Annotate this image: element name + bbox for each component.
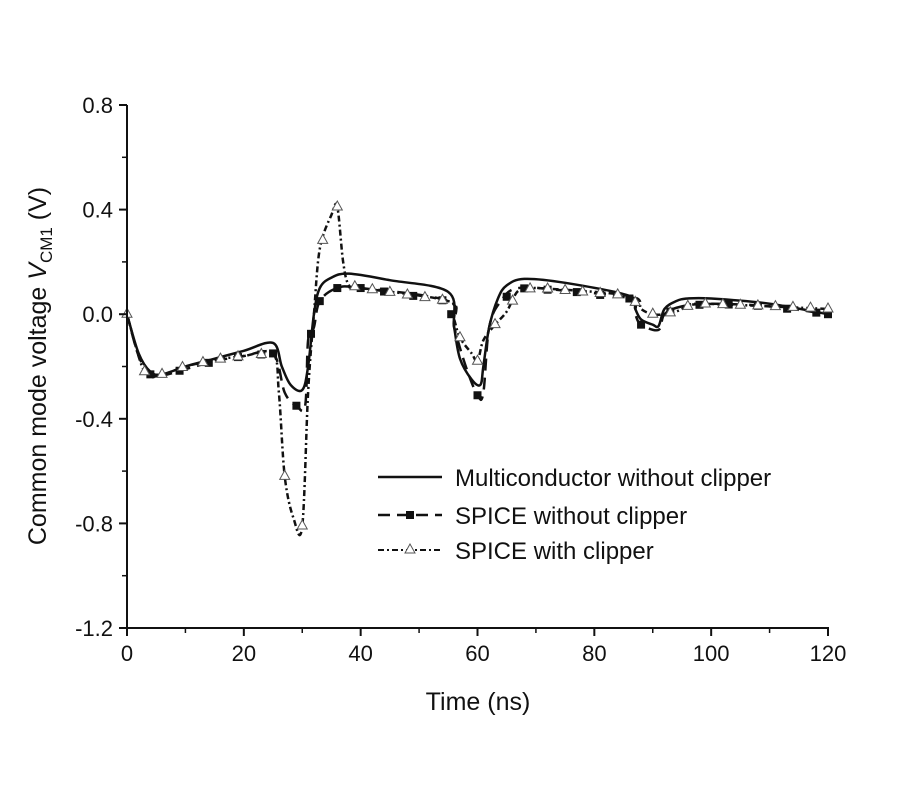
triangle-marker-icon — [404, 542, 416, 554]
triangle-marker — [734, 298, 747, 309]
y-tick-label: 0.4 — [82, 198, 113, 223]
triangle-marker — [278, 469, 291, 480]
legend-label: SPICE with clipper — [455, 538, 654, 565]
ticks: 0 20 40 60 80 100 120 -1.2 -0.8 -0.4 0.0 0.4 0.8 — [75, 93, 846, 666]
triangle-marker — [506, 294, 519, 305]
triangle-marker — [576, 284, 589, 296]
square-marker — [356, 284, 365, 293]
triangle-marker — [804, 301, 817, 312]
triangle-marker — [611, 287, 624, 299]
triangle-marker — [594, 286, 607, 297]
legend-entry-spice-with: SPICE with clipper — [378, 538, 654, 565]
legend: Multiconductor without clipper SPICE wit… — [378, 465, 771, 565]
triangle-marker — [471, 354, 484, 365]
square-marker — [783, 304, 792, 313]
triangle-marker — [489, 317, 501, 329]
square-marker — [292, 401, 301, 410]
square-marker — [447, 310, 456, 319]
y-tick-label: 0.8 — [82, 93, 113, 118]
triangle-marker — [822, 301, 834, 313]
square-marker — [812, 308, 821, 317]
triangle-marker — [699, 296, 712, 308]
triangle-marker — [419, 290, 431, 302]
triangle-marker — [559, 283, 571, 295]
x-tick-label: 80 — [582, 641, 606, 666]
legend-label: Multiconductor without clipper — [455, 465, 771, 492]
square-marker — [315, 297, 324, 306]
triangle-marker — [296, 518, 309, 530]
triangle-marker — [214, 352, 227, 363]
triangle-marker — [384, 285, 396, 296]
triangle-marker — [255, 347, 268, 358]
legend-label: SPICE without clipper — [455, 503, 687, 530]
y-tick-label: 0.0 — [82, 302, 113, 327]
triangle-marker — [454, 330, 466, 342]
triangle-marker — [752, 298, 764, 310]
square-marker — [204, 358, 213, 367]
square-marker — [637, 320, 646, 329]
x-tick-label: 40 — [348, 641, 372, 666]
square-marker — [520, 284, 529, 293]
triangle-marker — [176, 360, 189, 371]
triangle-marker — [331, 199, 344, 211]
y-tick-label: -1.2 — [75, 616, 113, 641]
x-tick-label: 60 — [465, 641, 489, 666]
series-1 — [125, 284, 832, 413]
triangle-marker — [541, 282, 554, 293]
square-marker — [824, 310, 832, 319]
square-marker — [625, 294, 634, 303]
triangle-marker — [629, 295, 642, 306]
square-marker — [307, 329, 316, 338]
triangle-marker — [401, 287, 414, 299]
series-0 — [125, 272, 829, 393]
square-marker — [572, 288, 581, 297]
triangle-marker — [717, 297, 729, 309]
square-marker — [333, 284, 342, 293]
y-tick-label: -0.4 — [75, 407, 113, 432]
triangle-marker — [769, 299, 782, 311]
square-marker — [473, 391, 482, 400]
triangle-marker — [664, 305, 677, 317]
triangle-marker — [138, 364, 151, 376]
triangle-marker — [681, 299, 694, 310]
x-axis-label: Time (ns) — [426, 688, 531, 716]
x-tick-label: 0 — [121, 641, 133, 666]
y-tick-label: -0.8 — [75, 511, 113, 536]
square-marker — [146, 370, 155, 379]
legend-entry-multiconductor: Multiconductor without clipper — [378, 465, 771, 492]
triangle-marker — [524, 281, 536, 293]
series-line — [125, 202, 829, 537]
triangle-marker — [646, 307, 659, 318]
square-marker — [269, 349, 278, 358]
triangle-marker — [348, 279, 361, 291]
series-line — [125, 272, 829, 393]
x-tick-label: 20 — [232, 641, 256, 666]
square-marker — [502, 292, 511, 301]
y-axis-label: Common mode voltage VCM1 (V) — [24, 187, 56, 545]
triangle-marker — [197, 355, 209, 367]
triangle-marker — [366, 282, 379, 294]
triangle-marker — [787, 300, 799, 311]
triangle-marker — [316, 233, 329, 244]
square-marker-icon — [406, 511, 414, 519]
legend-entry-spice-without: SPICE without clipper — [378, 503, 687, 530]
x-tick-label: 100 — [693, 641, 730, 666]
x-tick-label: 120 — [810, 641, 847, 666]
triangle-marker — [156, 367, 168, 378]
triangle-marker — [436, 293, 449, 304]
triangle-marker — [232, 349, 244, 361]
